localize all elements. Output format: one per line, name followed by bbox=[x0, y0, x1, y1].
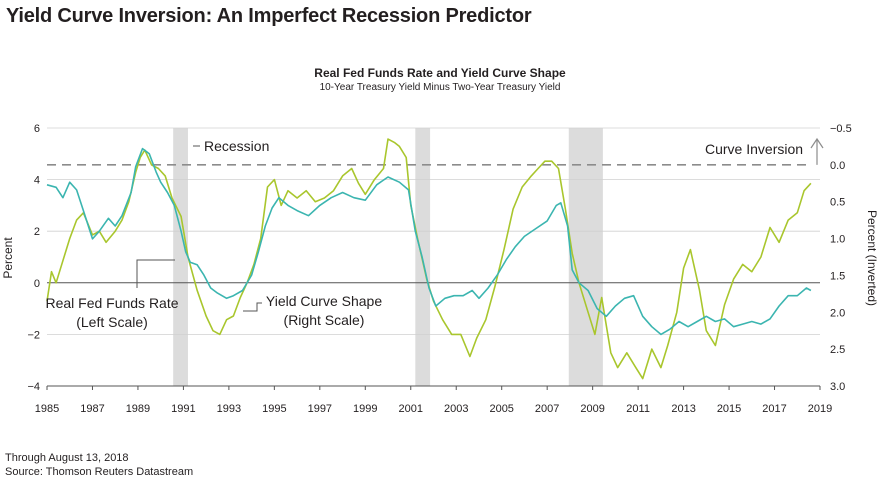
x-tick-label: 1987 bbox=[80, 403, 104, 415]
gridlines bbox=[47, 127, 820, 387]
yield-curve-label: Yield Curve Shape bbox=[266, 293, 382, 309]
y-left-tick-label: 0 bbox=[34, 278, 40, 290]
fed-funds-line bbox=[46, 147, 812, 336]
x-tick-label: 2003 bbox=[444, 403, 468, 415]
yield-curve-scale-label: (Right Scale) bbox=[284, 312, 365, 328]
fed-funds-scale-label: (Left Scale) bbox=[76, 314, 148, 330]
y-right-tick-label: 1.0 bbox=[830, 234, 845, 246]
chart-title: Real Fed Funds Rate and Yield Curve Shap… bbox=[314, 66, 566, 80]
axis-ticks: 1985 1987 1989 1991 1993 1995 1997 1999 2001 2003… bbox=[27, 123, 851, 415]
curve-inversion-label: Curve Inversion bbox=[705, 141, 803, 157]
x-tick-label: 1985 bbox=[35, 403, 59, 415]
x-tick-label: 2001 bbox=[399, 403, 423, 415]
x-tick-label: 1989 bbox=[126, 403, 150, 415]
y-right-tick-label: 2.5 bbox=[830, 344, 845, 356]
fed-funds-leader bbox=[136, 259, 175, 288]
recession-bands bbox=[173, 128, 603, 386]
x-tick-label: 1999 bbox=[353, 403, 377, 415]
x-tick-label: 2009 bbox=[580, 403, 604, 415]
recession-band bbox=[173, 128, 188, 386]
inversion-arrow-head bbox=[810, 137, 824, 149]
y-axis-right-title: Percent (Inverted) bbox=[865, 210, 879, 306]
y-right-tick-label: 1.5 bbox=[830, 270, 845, 282]
footer-source: Source: Thomson Reuters Datastream bbox=[5, 466, 194, 478]
chart-subtitle: 10-Year Treasury Yield Minus Two-Year Tr… bbox=[319, 82, 561, 93]
page-title: Yield Curve Inversion: An Imperfect Rece… bbox=[6, 5, 532, 27]
x-tick-label: 2019 bbox=[808, 403, 832, 415]
yield-curve-leader bbox=[243, 302, 262, 312]
fed-funds-label: Real Fed Funds Rate bbox=[45, 295, 178, 311]
y-left-tick-label: 2 bbox=[34, 226, 40, 238]
inversion-reference bbox=[47, 137, 824, 166]
recession-band bbox=[568, 128, 603, 386]
y-right-tick-label: −0.5 bbox=[830, 123, 852, 135]
x-tick-label: 1997 bbox=[308, 403, 332, 415]
y-left-tick-label: −4 bbox=[27, 381, 40, 393]
yield-curve-line bbox=[46, 138, 812, 380]
annotations: Recession Curve Inversion Real Fed Funds R… bbox=[45, 138, 803, 330]
y-right-tick-label: 2.0 bbox=[830, 307, 845, 319]
y-left-tick-label: 4 bbox=[34, 175, 40, 187]
x-tick-label: 2011 bbox=[626, 403, 650, 415]
x-tick-label: 2015 bbox=[717, 403, 741, 415]
y-left-tick-label: 6 bbox=[34, 123, 40, 135]
x-tick-label: 2017 bbox=[762, 403, 786, 415]
x-tick-label: 2013 bbox=[671, 403, 695, 415]
y-axis-left-title: Percent bbox=[1, 237, 15, 279]
x-tick-label: 2005 bbox=[489, 403, 513, 415]
x-tick-label: 1991 bbox=[171, 403, 195, 415]
y-right-tick-label: 0.5 bbox=[830, 197, 845, 209]
y-right-tick-label: 0.0 bbox=[830, 160, 845, 172]
y-right-tick-label: 3.0 bbox=[830, 381, 845, 393]
x-tick-label: 1993 bbox=[217, 403, 241, 415]
y-left-tick-label: −2 bbox=[27, 329, 40, 341]
footer-through: Through August 13, 2018 bbox=[5, 452, 129, 464]
recession-label: Recession bbox=[204, 138, 269, 154]
x-tick-label: 1995 bbox=[262, 403, 286, 415]
x-tick-label: 2007 bbox=[535, 403, 559, 415]
series-lines bbox=[46, 138, 812, 380]
